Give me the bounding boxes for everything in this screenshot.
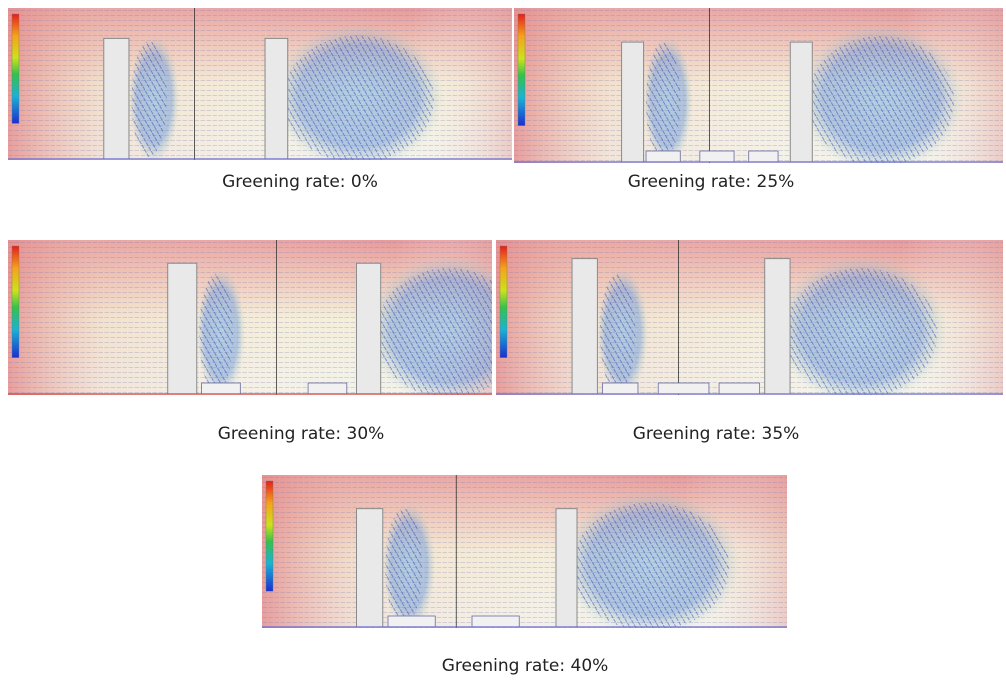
building bbox=[356, 508, 384, 628]
flow-field-panel bbox=[262, 475, 787, 628]
building bbox=[764, 258, 791, 395]
planter bbox=[718, 382, 761, 395]
planter bbox=[201, 382, 241, 395]
color-legend bbox=[11, 245, 20, 358]
planter bbox=[471, 615, 520, 628]
vortex-vectors bbox=[571, 502, 730, 628]
building bbox=[355, 262, 382, 395]
vortex-vectors bbox=[807, 35, 955, 163]
flow-field-panel bbox=[8, 8, 512, 160]
velocity-vectors bbox=[8, 8, 512, 160]
color-legend bbox=[517, 13, 526, 126]
vortex-vectors bbox=[385, 508, 423, 625]
caption: Greening rate: 40% bbox=[441, 656, 609, 676]
planter bbox=[602, 382, 639, 395]
color-legend bbox=[11, 13, 20, 124]
building bbox=[103, 37, 130, 160]
caption: Greening rate: 30% bbox=[217, 424, 385, 444]
building bbox=[571, 258, 598, 395]
vortex-vectors bbox=[199, 274, 234, 392]
building bbox=[621, 41, 645, 163]
vortex-vectors bbox=[785, 267, 938, 395]
flow-field-panel bbox=[496, 240, 1003, 395]
vortex-vectors bbox=[599, 274, 636, 392]
planter bbox=[657, 382, 710, 395]
planter bbox=[645, 150, 681, 163]
building bbox=[167, 262, 198, 395]
color-legend bbox=[265, 480, 274, 592]
building bbox=[555, 508, 578, 628]
building bbox=[264, 37, 289, 160]
building bbox=[789, 41, 813, 163]
caption: Greening rate: 25% bbox=[627, 172, 795, 192]
planter bbox=[387, 615, 436, 628]
vortex-vectors bbox=[131, 41, 167, 157]
flow-field-panel bbox=[8, 240, 492, 395]
vortex-vectors bbox=[282, 35, 434, 160]
color-legend bbox=[499, 245, 508, 358]
flow-field-panel bbox=[514, 8, 1003, 163]
planter bbox=[699, 150, 735, 163]
planter bbox=[748, 150, 779, 163]
planter bbox=[307, 382, 348, 395]
caption: Greening rate: 0% bbox=[222, 172, 378, 192]
vortex-vectors bbox=[646, 42, 681, 160]
caption: Greening rate: 35% bbox=[632, 424, 800, 444]
vortex-vectors bbox=[375, 267, 492, 395]
